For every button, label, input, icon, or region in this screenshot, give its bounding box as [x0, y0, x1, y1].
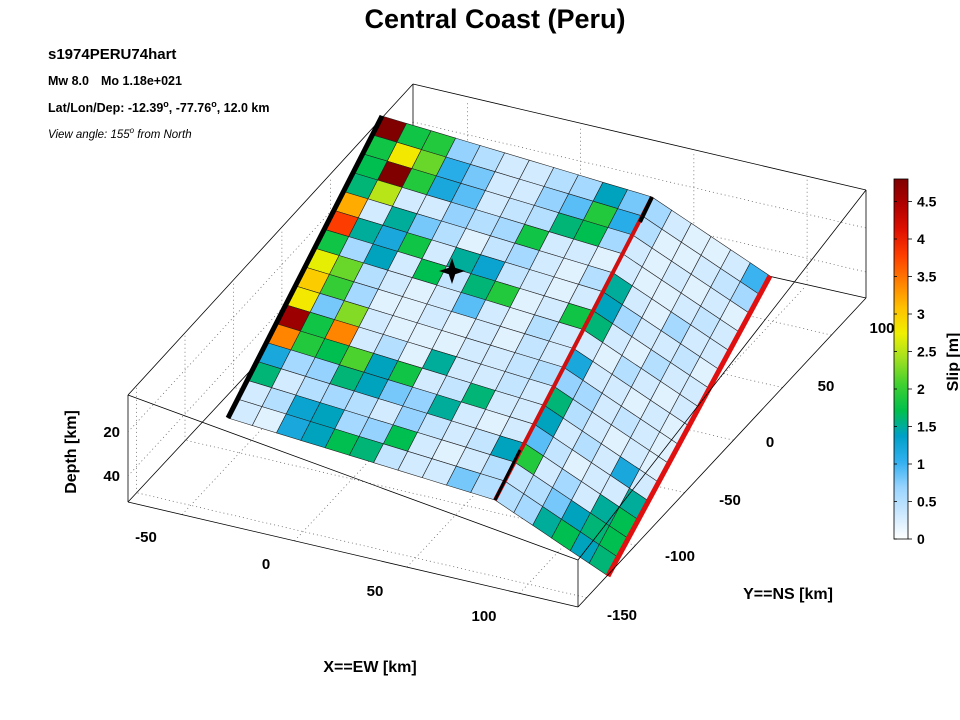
view-angle-deg: o — [130, 126, 135, 135]
axes-box-front — [127, 189, 867, 608]
lat-deg: o — [163, 99, 169, 109]
lat-text: Lat/Lon/Dep: -12.39 — [48, 101, 163, 115]
view-angle-value: View angle: 155 — [48, 129, 130, 141]
fault-bottom-edge — [605, 274, 773, 578]
grid-line — [412, 121, 867, 229]
box-edge — [577, 297, 867, 608]
y-tick-label: 100 — [869, 320, 894, 337]
colorbar-tick-label: 0 — [917, 531, 925, 547]
colorbar-tick-label: 0.5 — [917, 494, 937, 510]
slip-surface — [225, 114, 773, 578]
y-tick-label: -50 — [719, 492, 741, 509]
view-angle-suffix: from North — [134, 129, 192, 141]
x-tick-label: 0 — [262, 556, 270, 573]
y-tick-label: -150 — [607, 607, 637, 624]
box-edge — [412, 83, 867, 191]
axes-ticks: -50 0 50 100 -150 -100 -50 0 50 100 20 40 — [103, 320, 894, 625]
x-tick-label: -50 — [135, 529, 157, 546]
box-edge — [127, 394, 579, 561]
chart-title: Central Coast (Peru) — [364, 4, 625, 34]
hypocenter-star-icon — [439, 258, 465, 284]
colorbar: 0 0.5 1 1.5 2 2.5 3 3.5 4 4.5 — [893, 178, 937, 547]
z-axis-label: Depth [km] — [63, 410, 80, 494]
box-edge — [127, 501, 579, 608]
colorbar-tick-label: 1 — [917, 456, 925, 472]
z-tick-label: 20 — [103, 424, 120, 441]
z-tick-label: 40 — [103, 468, 120, 485]
magnitude-text: Mw 8.0 Mo 1.18e+021 — [48, 74, 182, 88]
y-tick-label: -100 — [665, 548, 695, 565]
box-edge — [127, 83, 414, 396]
y-axis-label: Y==NS [km] — [743, 586, 833, 603]
view-angle-text: View angle: 155o from North — [48, 126, 192, 141]
lon-text: , -77.76 — [169, 101, 211, 115]
y-tick-label: 0 — [766, 434, 774, 451]
event-id: s1974PERU74hart — [48, 46, 176, 63]
y-tick-label: 50 — [818, 378, 835, 395]
grid-line — [519, 287, 805, 594]
x-tick-label: 100 — [471, 608, 496, 625]
colorbar-tick-label: 4.5 — [917, 194, 937, 210]
x-tick-label: 50 — [367, 583, 384, 600]
colorbar-tick-label: 3 — [917, 306, 925, 322]
segment-boundary-edge — [493, 196, 654, 501]
colorbar-tick-label: 4 — [917, 231, 925, 247]
dep-text: , 12.0 km — [217, 101, 270, 115]
colorbar-gradient — [893, 178, 909, 540]
colorbar-tick-label: 3.5 — [917, 269, 937, 285]
mw-text: Mw 8.0 — [48, 74, 89, 88]
colorbar-tick-label: 2 — [917, 381, 925, 397]
colorbar-label: Slip [m] — [945, 333, 960, 392]
segment-boundary-top — [638, 196, 654, 223]
box-edge — [577, 189, 867, 561]
x-axis-label: X==EW [km] — [323, 659, 416, 676]
fault-top-edge — [225, 114, 385, 420]
lon-deg: o — [211, 99, 217, 109]
segment-boundary-bottom — [493, 449, 522, 501]
colorbar-tick-label: 2.5 — [917, 344, 937, 360]
hypocenter-text: Lat/Lon/Dep: -12.39o, -77.76o, 12.0 km — [48, 99, 270, 115]
colorbar-tick-label: 1.5 — [917, 419, 937, 435]
mo-text: Mo 1.18e+021 — [101, 74, 182, 88]
